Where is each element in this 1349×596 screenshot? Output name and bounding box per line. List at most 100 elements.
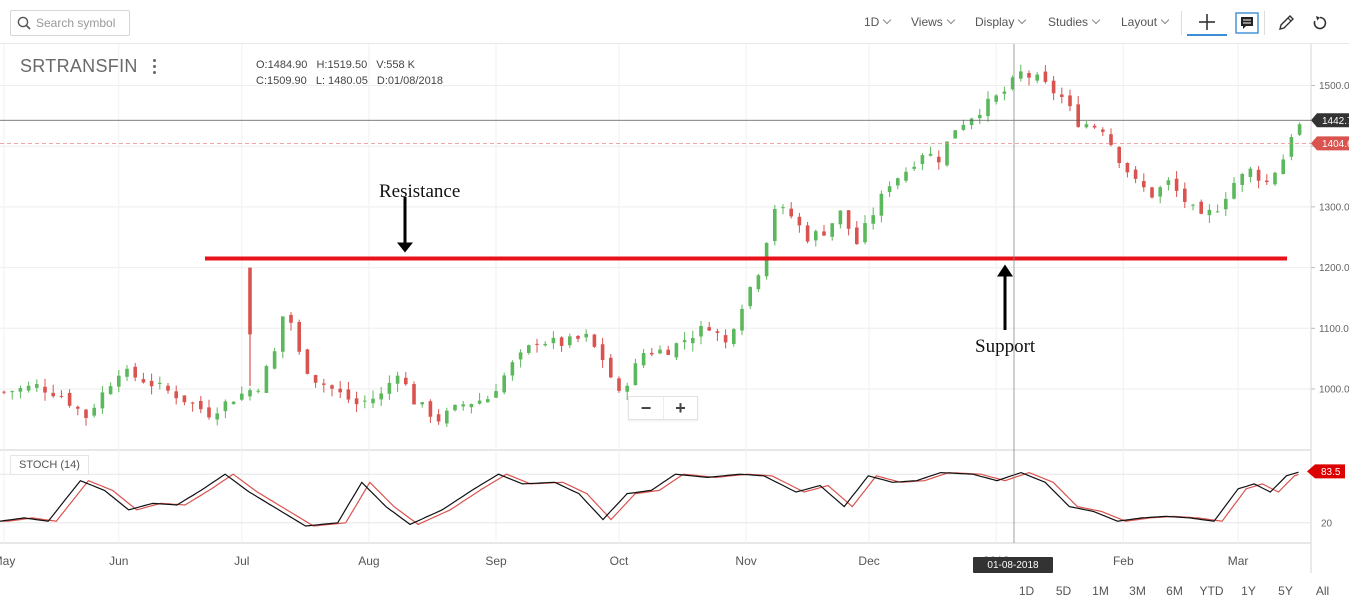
price-chart[interactable]: 1000.01100.01200.01300.01400.01500.0MayJ… [0,44,1349,596]
views-dropdown[interactable]: Views [911,15,956,29]
candle-up [10,391,14,393]
candle-up [986,98,990,117]
candle-up [1224,198,1228,210]
stoch-value-label: 83.5 [1321,467,1341,478]
chevron-down-icon [1160,15,1170,25]
candle-down [404,377,408,385]
draw-button[interactable] [1272,10,1300,36]
layout-dropdown[interactable]: Layout [1121,15,1170,29]
month-label: Dec [858,554,879,568]
candle-up [215,413,219,420]
candle-up [896,178,900,186]
candle-up [1207,209,1212,216]
month-label: Nov [735,554,756,568]
candle-up [26,385,31,391]
candle-up [568,336,572,346]
support-arrowhead [997,264,1013,277]
more-options-icon[interactable] [148,58,162,76]
price-tick-label: 1000.0 [1319,385,1349,396]
candle-up [92,407,96,416]
candle-down [182,395,187,403]
interval-dropdown[interactable]: 1D [864,15,892,29]
toolbar-divider [1181,11,1182,35]
symbol-search-box[interactable] [10,10,130,36]
candle-up [740,308,744,331]
range-all[interactable]: All [1315,584,1330,596]
candle-down [207,407,211,418]
candle-up [231,401,236,405]
candle-up [461,404,465,407]
last-price-label: 1442.7 [1322,116,1349,127]
last-price-badge [1311,113,1349,128]
candle-up [1240,174,1244,185]
comments-button[interactable] [1233,10,1261,36]
candle-down [1125,162,1130,173]
candle-up [994,95,998,102]
level-lines [0,119,1311,261]
stoch-value-badge [1307,464,1345,479]
candle-down [190,402,195,404]
crosshair-button[interactable] [1187,10,1227,36]
candle-down [1051,80,1056,94]
candle-up [1297,124,1302,135]
ohlc-close: C:1509.90 [256,75,307,87]
reset-button[interactable] [1306,10,1334,36]
display-dropdown[interactable]: Display [975,15,1027,29]
ohlc-date: D:01/08/2018 [376,75,443,87]
candle-down [43,386,47,393]
chevron-down-icon [946,15,956,25]
ohlc-open: O:1484.90 [256,59,308,71]
candle-up [904,171,908,181]
range-5y[interactable]: 5Y [1278,584,1293,596]
candle-down [76,406,80,409]
range-3m[interactable]: 3M [1129,584,1146,596]
crosshair-date-label: 01-08-2018 [973,557,1053,573]
candle-up [469,404,474,408]
candle-up [1215,211,1220,213]
chart-toolbar: 1D Views Display Studies Layout [0,0,1349,44]
candle-up [748,287,752,307]
candle-up [1010,77,1015,90]
candle-up [272,351,277,369]
candle-down [559,337,564,346]
search-input[interactable] [36,16,126,30]
range-ytd[interactable]: YTD [1199,584,1224,596]
candle-down [1101,129,1105,132]
candle-down [166,385,170,391]
candle-down [436,414,441,422]
price-tick-label: 1300.0 [1319,202,1349,213]
studies-dropdown[interactable]: Studies [1048,15,1101,29]
candle-up [584,333,588,338]
ohlc-low: L: 1480.05 [315,75,368,87]
range-1y[interactable]: 1Y [1241,584,1256,596]
candle-up [920,155,925,165]
range-5d[interactable]: 5D [1055,584,1072,596]
candle-up [379,393,383,400]
range-6m[interactable]: 6M [1166,584,1183,596]
zoom-in-button[interactable]: + [662,397,697,419]
candle-down [1199,201,1203,214]
candle-down [199,400,203,410]
candle-down [1060,94,1064,97]
range-1d[interactable]: 1D [1018,584,1035,596]
candle-up [281,316,285,352]
candle-down [715,331,720,333]
candle-up [658,349,662,354]
candle-up [674,343,679,358]
study-label[interactable]: STOCH (14) [10,455,89,475]
prev-close-label: 1404.6 [1322,139,1349,150]
range-1m[interactable]: 1M [1092,584,1109,596]
candle-up [551,337,556,344]
candle-down [707,327,711,331]
candle-up [1281,159,1285,175]
candle-up [502,375,506,393]
candle-up [1232,182,1236,199]
zoom-out-button[interactable]: − [640,397,652,418]
candle-down [535,343,539,345]
candle-down [822,231,826,236]
candle-down [1265,180,1269,183]
candle-up [387,382,392,394]
candle-up [699,326,703,337]
candle-down [650,352,654,355]
stoch-tick-label: 20 [1321,518,1333,529]
